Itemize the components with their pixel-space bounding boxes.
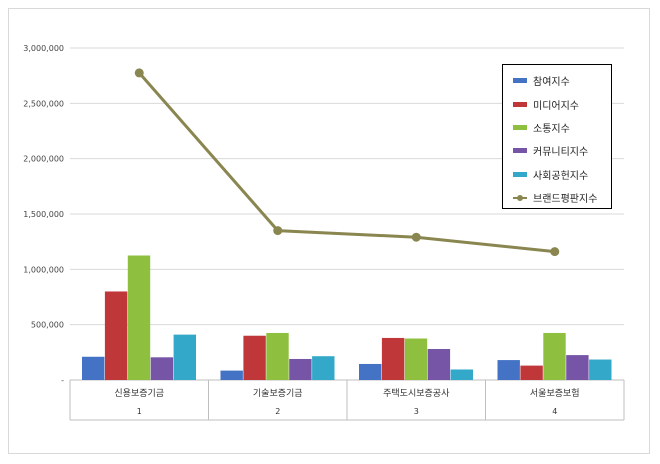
- line-point: [411, 232, 421, 242]
- legend-item: 커뮤니티지수: [503, 139, 611, 162]
- bar-1: [82, 356, 105, 380]
- bar-4: [150, 357, 174, 380]
- bar-3: [404, 338, 428, 380]
- x-tick-label: 신용보증기금: [114, 388, 164, 399]
- bar-2: [243, 335, 266, 380]
- x-tick-label: 서울보증보험: [530, 388, 580, 399]
- bar-2: [520, 365, 543, 380]
- legend-label: 소통지수: [533, 123, 570, 135]
- y-tick-label: 500,000: [31, 321, 64, 330]
- bar-2: [104, 291, 128, 380]
- legend-swatch: [513, 148, 527, 154]
- legend-swatch: [513, 101, 527, 107]
- bar-5: [589, 359, 612, 380]
- bar-3: [266, 332, 289, 380]
- bar-3: [543, 332, 566, 380]
- y-tick-label: 1,000,000: [23, 265, 64, 274]
- x-tick-index-label: 1: [137, 407, 142, 416]
- legend-swatch: [513, 124, 527, 130]
- legend-item: 사회공헌지수: [503, 163, 611, 186]
- bar-5: [450, 369, 473, 380]
- legend-label: 커뮤니티지수: [533, 147, 589, 159]
- legend-swatch: [513, 171, 527, 177]
- line-point: [550, 247, 560, 257]
- bar-1: [220, 370, 243, 380]
- bar-1: [359, 363, 382, 380]
- bar-4: [427, 349, 451, 380]
- legend-label: 참여지수: [533, 77, 570, 89]
- legend-swatch: [513, 78, 527, 84]
- legend-label: 미디어지수: [533, 100, 579, 112]
- y-tick-label: 2,500,000: [23, 99, 64, 108]
- legend-item: 미디어지수: [503, 92, 611, 115]
- y-tick-label: 3,000,000: [23, 44, 64, 53]
- legend-label: 브랜드평판지수: [533, 194, 598, 206]
- bar-4: [289, 358, 312, 380]
- x-tick-label: 주택도시보증공사: [383, 388, 450, 399]
- line-point: [134, 68, 144, 78]
- legend-item: 소통지수: [503, 116, 611, 139]
- x-tick-index-label: 3: [414, 407, 419, 416]
- x-tick-index-label: 2: [275, 407, 280, 416]
- x-tick-label: 기술보증기금: [253, 388, 303, 399]
- legend-item: 브랜드평판지수: [503, 186, 611, 209]
- bar-4: [566, 355, 589, 380]
- bar-1: [497, 360, 520, 380]
- bar-3: [127, 255, 151, 380]
- x-tick-index-label: 4: [552, 407, 557, 416]
- bar-5: [312, 356, 335, 380]
- legend-swatch: [513, 194, 527, 202]
- legend-label: 사회공헌지수: [533, 170, 589, 182]
- line-series: [138, 71, 555, 254]
- legend-item: 참여지수: [503, 69, 611, 92]
- y-tick-label: 1,500,000: [23, 210, 64, 219]
- bar-5: [173, 334, 196, 380]
- y-tick-label: -: [61, 376, 64, 385]
- y-tick-label: 2,000,000: [23, 155, 64, 164]
- line-point: [273, 226, 283, 236]
- bar-2: [381, 337, 405, 380]
